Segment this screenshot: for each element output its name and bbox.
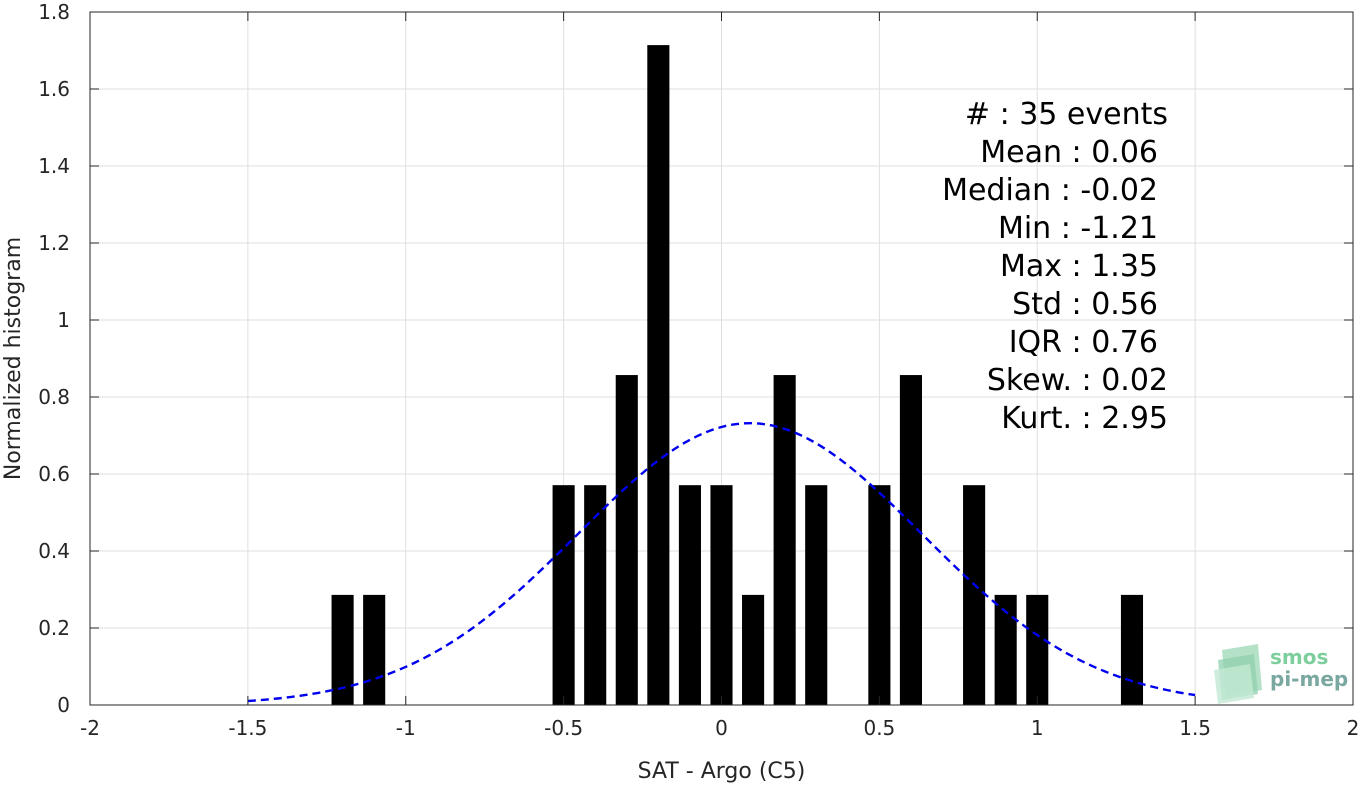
x-tick-label: 1.5: [1179, 716, 1211, 740]
smos-pimep-logo: smos pi-mep: [1214, 644, 1348, 704]
y-tick-label: 0.2: [38, 616, 70, 640]
x-tick-label: -0.5: [544, 716, 583, 740]
y-axis-label: Normalized histogram: [1, 237, 26, 480]
stat-line: Max : 1.35: [1000, 249, 1158, 284]
x-tick-label: 0.5: [863, 716, 895, 740]
y-tick-label: 1.4: [38, 154, 70, 178]
histogram-bar: [868, 485, 891, 705]
stat-line: IQR : 0.76: [1009, 325, 1158, 360]
x-tick-label: 1: [1031, 716, 1044, 740]
histogram-bar: [678, 485, 701, 705]
histogram-bar: [963, 485, 986, 705]
x-tick-labels: -2 -1.5 -1 -0.5 0 0.5 1 1.5 2: [80, 716, 1359, 740]
stat-line: Std : 0.56: [1012, 287, 1158, 322]
stat-line: Kurt. : 2.95: [1001, 401, 1168, 436]
histogram-bar: [994, 594, 1017, 705]
grid-lines: [89, 11, 1354, 706]
y-tick-label: 0: [57, 693, 70, 717]
x-tick-label: -1.5: [228, 716, 267, 740]
logo-text-smos: smos: [1270, 645, 1328, 669]
histogram-bar: [1026, 594, 1049, 705]
histogram-bar: [552, 485, 575, 705]
x-axis-label: SAT - Argo (C5): [638, 759, 806, 784]
y-tick-label: 0.6: [38, 462, 70, 486]
logo-text-pimep: pi-mep: [1270, 667, 1348, 691]
histogram-bar: [331, 594, 354, 705]
y-tick-label: 1.6: [38, 77, 70, 101]
histogram-bar: [773, 375, 796, 705]
y-tick-label: 0.4: [38, 539, 70, 563]
stat-line: Skew. : 0.02: [987, 363, 1168, 398]
stat-line: Mean : 0.06: [980, 135, 1158, 170]
histogram-bar: [615, 375, 638, 705]
normal-fit-curve: [247, 421, 1196, 703]
histogram-bar: [363, 594, 386, 705]
x-tick-label: -1: [396, 716, 416, 740]
histogram-bar: [584, 485, 607, 705]
histogram-bar: [1120, 594, 1144, 705]
y-tick-label: 0.8: [38, 385, 70, 409]
stat-line: Min : -1.21: [998, 211, 1158, 246]
y-tick-label: 1.2: [38, 231, 70, 255]
x-tick-label: 0: [715, 716, 728, 740]
histogram-bar: [710, 485, 733, 705]
stat-line: Median : -0.02: [942, 173, 1158, 208]
histogram-bar: [647, 45, 670, 706]
histogram-bar: [805, 485, 828, 705]
axis-ticks: [89, 11, 1354, 706]
stat-line: # : 35 events: [965, 97, 1168, 132]
histogram-bar: [742, 594, 765, 705]
y-tick-label: 1: [57, 308, 70, 332]
y-tick-label: 1.8: [38, 0, 70, 24]
histogram-bar: [899, 375, 923, 705]
logo-emblem-icon: [1214, 644, 1262, 704]
x-tick-label: 2: [1347, 716, 1360, 740]
y-tick-labels: 0 0.2 0.4 0.6 0.8 1 1.2 1.4 1.6 1.8: [38, 0, 70, 717]
histogram-bars: [331, 45, 1144, 706]
x-tick-label: -2: [80, 716, 100, 740]
